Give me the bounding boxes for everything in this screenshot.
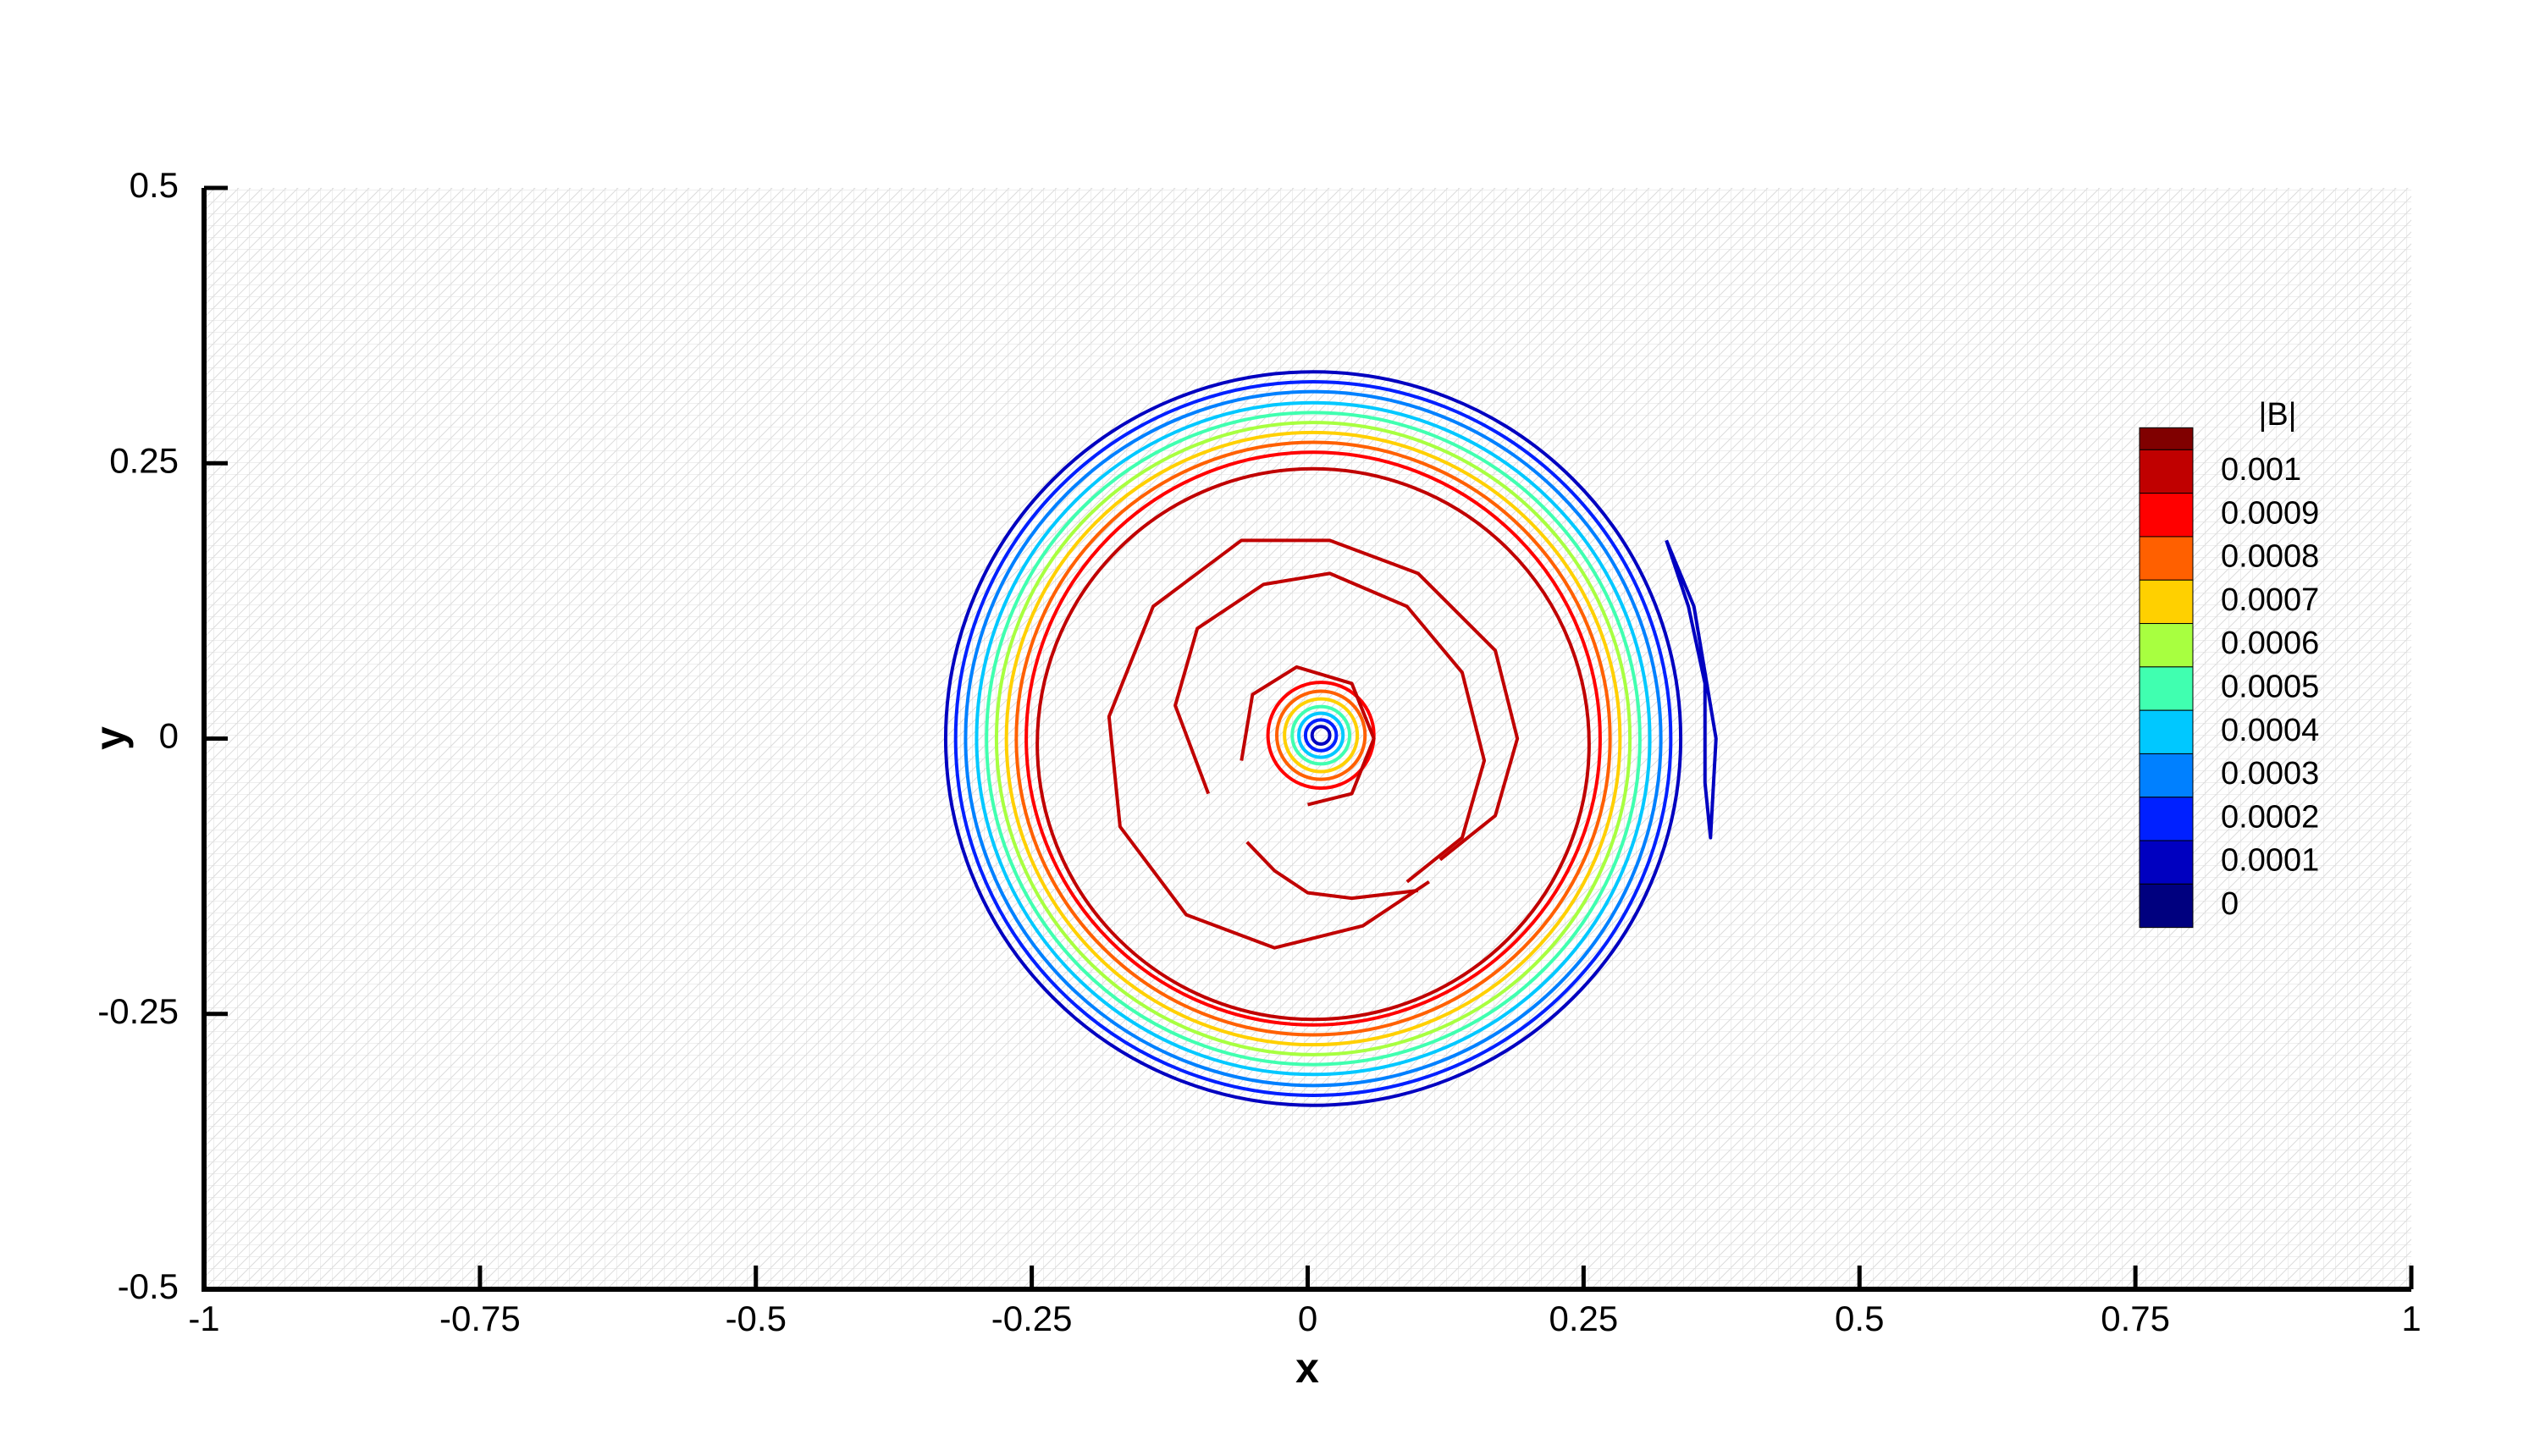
colorbar-label: 0 [2221,886,2239,922]
x-axis-label: x [1295,1344,1319,1392]
contour-ring [1283,697,1360,774]
colorbar-box [2139,753,2194,798]
y-tick-label: 0 [159,716,179,756]
colorbar-label: 0.0008 [2221,539,2319,575]
contour-ring [1275,689,1367,781]
contour-ring [1303,718,1339,753]
contour-ring [1024,450,1602,1027]
x-tick-label: 0.25 [1549,1299,1619,1338]
colorbar-label: 0.0006 [2221,626,2319,661]
y-tick-label: 0.5 [130,165,179,205]
x-tick-label: -1 [188,1299,219,1338]
contour-line [1665,539,1718,840]
colorbar-box [2139,623,2194,668]
y-tick-label: -0.25 [97,991,179,1031]
colorbar-cap [2139,427,2194,450]
colorbar-box [2139,666,2194,711]
contour-ring [985,411,1642,1067]
colorbar-label: 0.001 [2221,452,2301,488]
colorbar-box [2139,840,2194,885]
contour-ring [964,389,1663,1088]
x-tick-label: 0.75 [2101,1299,2170,1338]
colorbar-label: 0.0004 [2221,713,2319,748]
colorbar-label: 0.0002 [2221,799,2319,835]
x-tick-label: -0.25 [991,1299,1073,1338]
colorbar-box [2139,709,2194,754]
colorbar-box [2139,449,2194,494]
contour-ring [1004,430,1622,1047]
contour-ring [994,421,1632,1056]
colorbar-box [2139,883,2194,929]
colorbar-label: 0.0001 [2221,843,2319,879]
contour-line [1240,665,1376,807]
colorbar-title: |B| [2258,397,2296,433]
contour-ring [975,400,1652,1077]
x-tick-label: 0 [1298,1299,1317,1338]
colorbar-box [2139,493,2194,538]
colorbar-label: 0.0007 [2221,582,2319,618]
contour-line [1173,571,1487,884]
contour-line [1245,841,1419,901]
mesh [204,188,2411,1289]
contour-ring [1310,725,1332,747]
contour-ring [1290,704,1352,766]
contour-ring [1297,711,1345,759]
colorbar-label: 0.0009 [2221,495,2319,531]
x-tick-label: 0.5 [1835,1299,1884,1338]
y-axis-label: y [86,726,134,750]
y-tick-label: -0.5 [118,1266,179,1306]
contour-line [1107,538,1520,950]
x-tick-label: -0.75 [439,1299,521,1338]
colorbar-label: 0.0003 [2221,756,2319,791]
colorbar-box [2139,536,2194,581]
colorbar-label: 0.0005 [2221,670,2319,705]
contour-ring [943,370,1683,1107]
contour-ring [1035,466,1591,1022]
x-tick-label: 1 [2401,1299,2421,1338]
colorbar-box [2139,797,2194,841]
colorbar-box [2139,579,2194,625]
contour-ring [1014,440,1612,1037]
x-tick-label: -0.5 [726,1299,787,1338]
contour-ring [953,379,1673,1098]
y-tick-label: 0.25 [109,440,179,480]
